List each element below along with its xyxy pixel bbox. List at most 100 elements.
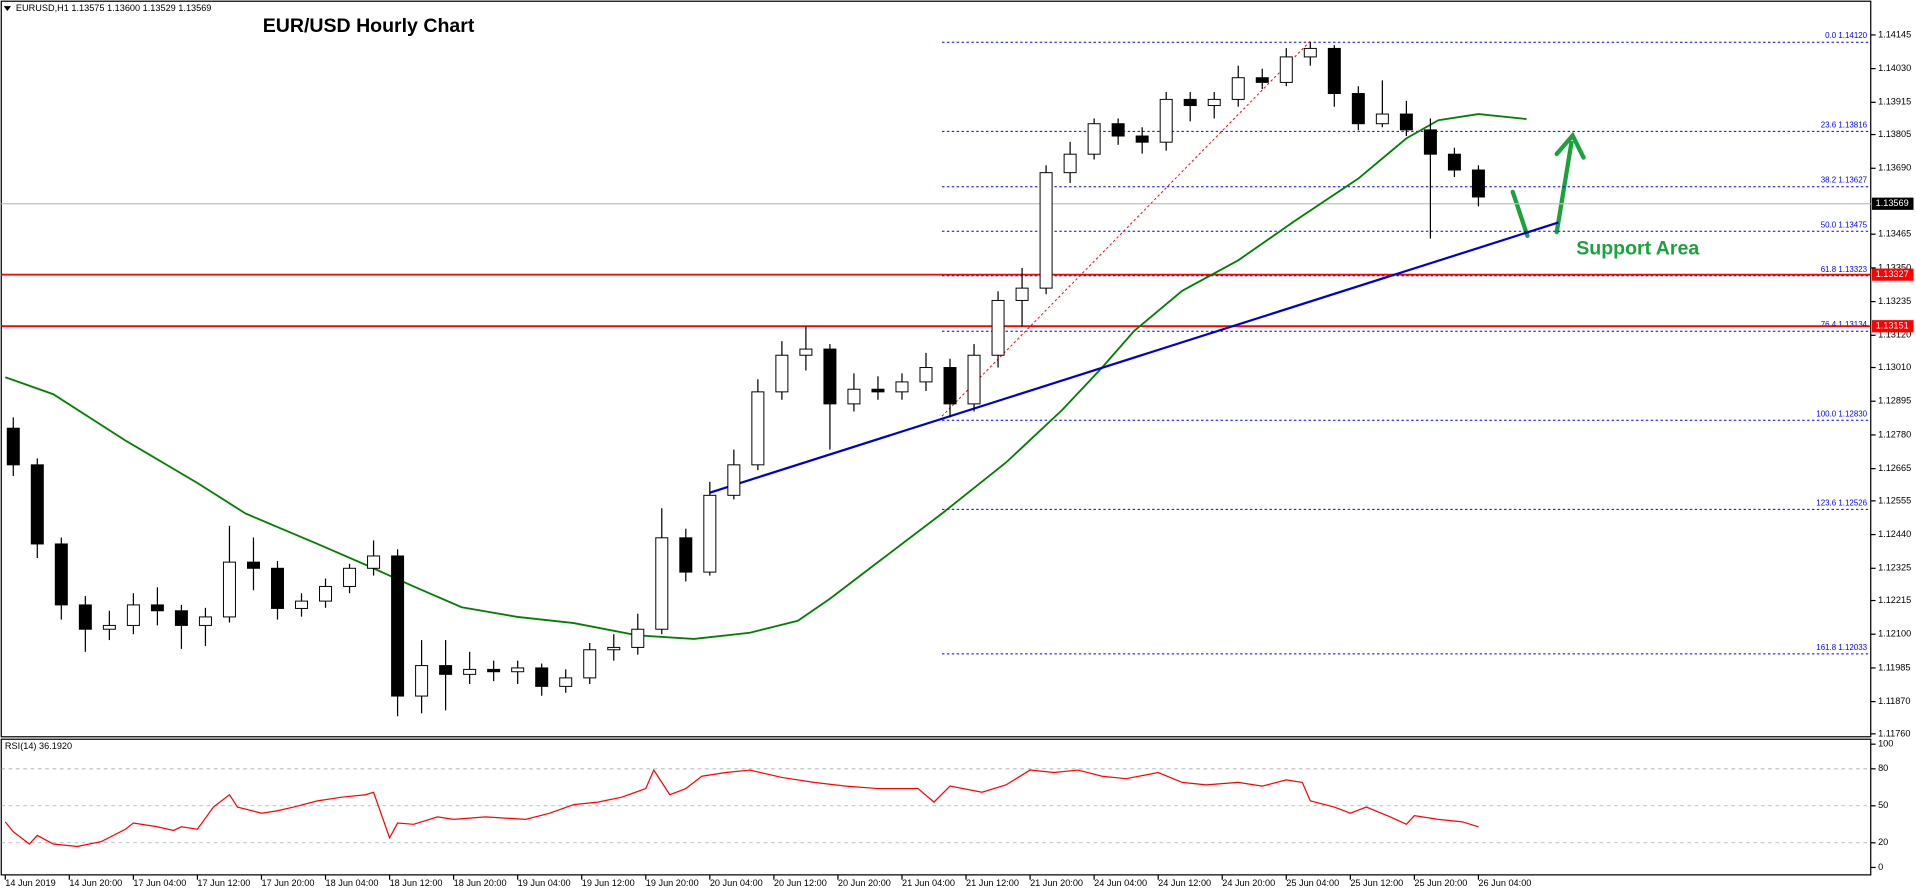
x-tick-label: 18 Jun 20:00 (454, 878, 507, 888)
candle-body (198, 616, 212, 626)
x-tick-label: 18 Jun 04:00 (326, 878, 379, 888)
x-tick-label: 20 Jun 04:00 (710, 878, 763, 888)
candle-body (319, 585, 333, 602)
x-tick-label: 17 Jun 12:00 (197, 878, 250, 888)
candle-body (967, 354, 981, 405)
arrow-head (1554, 131, 1586, 160)
candle-body (1327, 47, 1341, 95)
candle-body (439, 665, 453, 675)
candle-body (415, 665, 429, 697)
candle-body (943, 367, 957, 405)
candle-body (1447, 153, 1461, 171)
fib-label: 123.6 1.12526 (1816, 498, 1867, 507)
candle-body (1231, 77, 1245, 100)
y-tick-label: 1.13350 (1878, 262, 1911, 272)
candle-body (1207, 98, 1221, 107)
y-tick-label: 1.12665 (1878, 463, 1911, 473)
candle-body (559, 677, 573, 687)
candle-body (1015, 287, 1029, 301)
candle-body (343, 567, 357, 587)
arrow-up (1554, 140, 1574, 235)
green-arrows (1510, 131, 1586, 238)
y-tick-label: 1.11760 (1878, 728, 1910, 738)
candle-body (727, 464, 741, 496)
fib-label: 23.6 1.13816 (1821, 120, 1868, 129)
candle-body (222, 561, 236, 618)
y-tick-label: 1.11870 (1878, 696, 1910, 706)
candle-body (679, 537, 693, 573)
fib-label: 161.8 1.12033 (1816, 643, 1867, 652)
x-tick-label: 18 Jun 12:00 (390, 878, 443, 888)
candle-body (847, 388, 861, 405)
x-tick-label: 21 Jun 04:00 (902, 878, 955, 888)
candle-body (607, 646, 621, 651)
y-tick-label: 1.12895 (1878, 396, 1911, 406)
y-tick-label: 1.13690 (1878, 163, 1911, 173)
candle-body (1399, 113, 1413, 131)
candle-body (535, 667, 549, 687)
candle-body (1135, 135, 1149, 143)
y-tick-label: 1.13805 (1878, 129, 1911, 139)
candle-body (295, 600, 309, 609)
x-tick-label: 14 Jun 20:00 (69, 878, 122, 888)
x-tick-label: 20 Jun 12:00 (774, 878, 827, 888)
candle-body (1279, 56, 1293, 83)
candle-body (367, 555, 381, 569)
x-tick-label: 17 Jun 20:00 (261, 878, 314, 888)
x-tick-label: 25 Jun 04:00 (1286, 878, 1339, 888)
fib-label: 38.2 1.13627 (1821, 176, 1868, 185)
fib-label: 61.8 1.13323 (1821, 265, 1868, 274)
rsi-label: RSI(14) 36.1920 (5, 741, 72, 751)
fib-label: 76.4 1.13134 (1821, 320, 1868, 329)
candle-body (775, 354, 789, 393)
chart-header: EURUSD,H1 1.13575 1.13600 1.13529 1.1356… (16, 3, 211, 13)
candle-body (1111, 123, 1125, 137)
fib-label: 50.0 1.13475 (1821, 220, 1868, 229)
x-tick-label: 19 Jun 04:00 (518, 878, 571, 888)
candle-body (1183, 98, 1197, 107)
candle-body (1039, 172, 1053, 289)
candle-body (246, 561, 260, 569)
candle-body (799, 348, 813, 356)
y-tick-label: 1.12555 (1878, 495, 1911, 505)
rsi-tick-label: 80 (1878, 763, 1888, 773)
level-label: 1.13327 (1876, 269, 1909, 279)
candle-body (391, 555, 405, 697)
y-tick-label: 1.12100 (1878, 629, 1911, 639)
candle-body (1471, 169, 1485, 198)
candle-body (583, 649, 597, 679)
y-tick-label: 1.12780 (1878, 429, 1911, 439)
candle-body (1375, 113, 1389, 125)
rsi-line (4, 768, 1479, 848)
candle-body (102, 624, 116, 630)
current-price-box (1871, 197, 1914, 210)
rsi-tick-label: 0 (1878, 862, 1883, 872)
current-price-label: 1.13569 (1876, 198, 1909, 208)
arrow-down (1510, 189, 1530, 238)
main-frame (0, 0, 1872, 738)
x-tick-label: 19 Jun 12:00 (582, 878, 635, 888)
moving-average (4, 113, 1527, 640)
rsi-tick-label: 20 (1878, 837, 1888, 847)
y-tick-label: 1.12325 (1878, 563, 1911, 573)
candle-body (174, 610, 188, 626)
candle-body (1063, 153, 1077, 174)
candle-body (6, 427, 20, 466)
candle-body (487, 668, 501, 673)
candle-body (30, 464, 44, 545)
candle-body (1351, 93, 1365, 125)
rsi-tick-label: 100 (1878, 739, 1893, 749)
y-tick-label: 1.12215 (1878, 595, 1911, 605)
x-tick-label: 19 Jun 20:00 (646, 878, 699, 888)
candle-body (895, 381, 909, 393)
x-tick-label: 21 Jun 12:00 (966, 878, 1019, 888)
candle-body (463, 668, 477, 675)
level-label: 1.13151 (1876, 321, 1909, 331)
y-tick-label: 1.13915 (1878, 97, 1911, 107)
x-tick-label: 25 Jun 12:00 (1350, 878, 1403, 888)
candle-body (270, 567, 284, 609)
candle-body (1303, 47, 1317, 58)
